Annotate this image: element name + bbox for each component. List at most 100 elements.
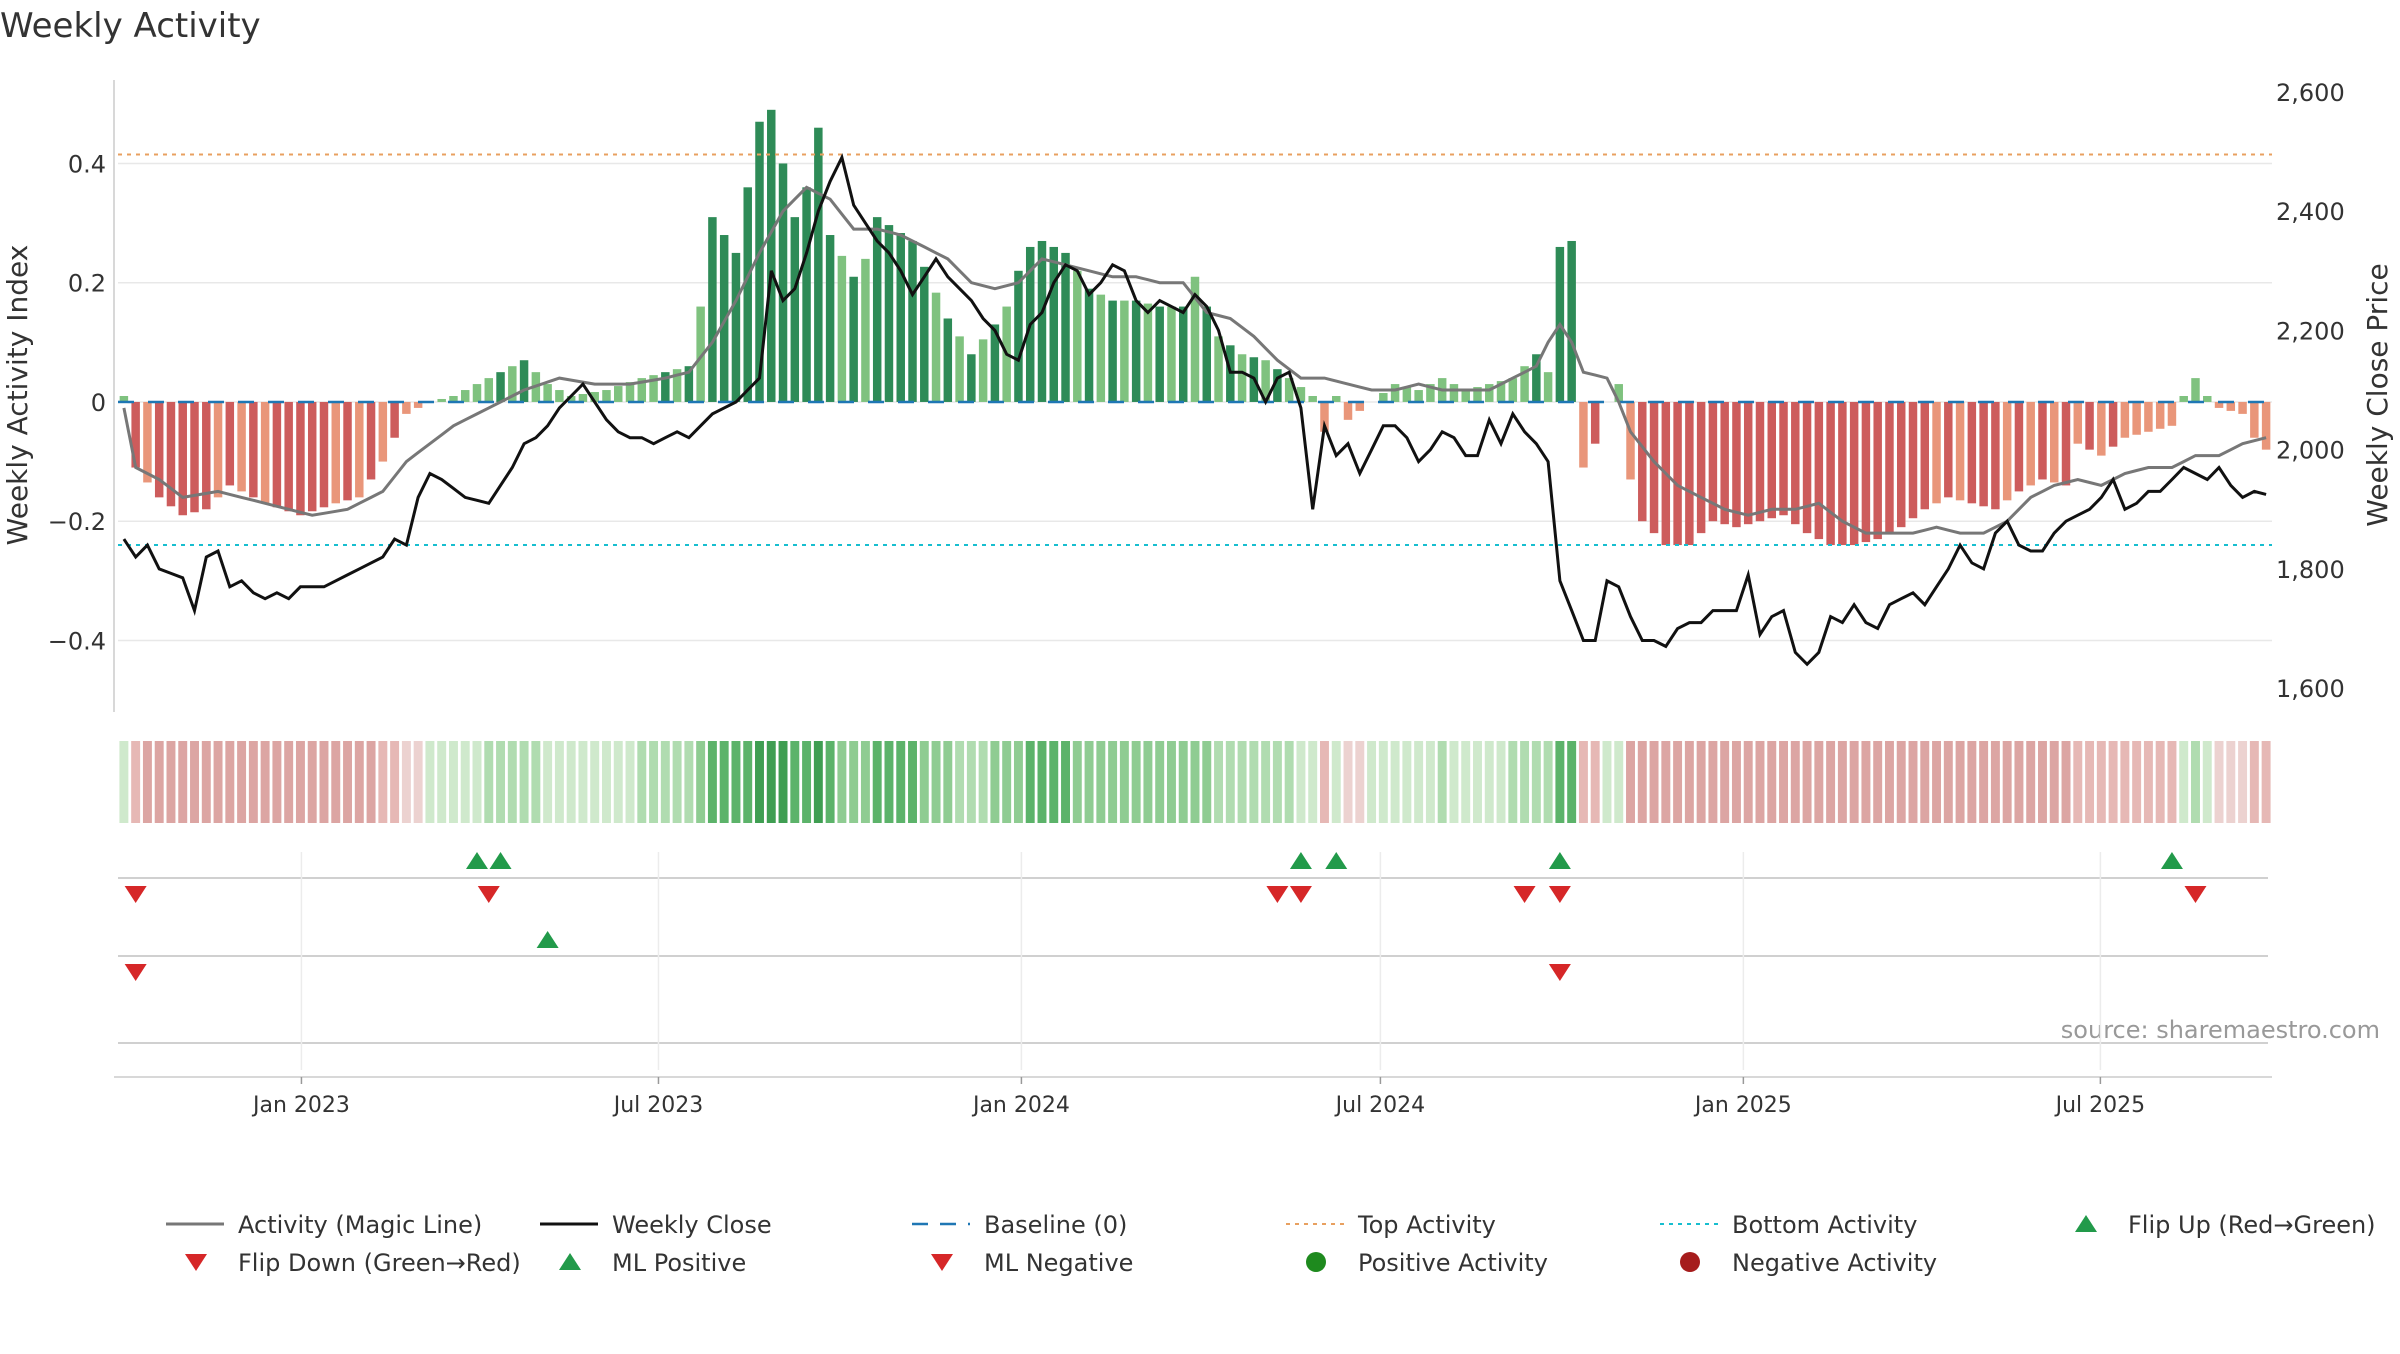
strip-cell: [1143, 741, 1153, 823]
flip-down-marker: [477, 886, 500, 903]
activity-bar: [178, 401, 187, 516]
activity-bar: [343, 401, 352, 501]
strip-cell: [1484, 741, 1494, 823]
activity-bar: [790, 217, 800, 402]
ml-negative-marker: [1548, 964, 1571, 981]
strip-cell: [896, 741, 906, 823]
strip-cell: [1272, 741, 1282, 823]
strip-cell: [637, 741, 647, 823]
strip-cell: [213, 741, 223, 823]
activity-bar: [2061, 401, 2071, 486]
activity-bar: [1673, 401, 1682, 546]
strip-cell: [331, 741, 341, 823]
strip-cell: [1731, 741, 1741, 823]
strip-cell: [1790, 741, 1800, 823]
activity-bar: [908, 240, 917, 402]
strip-cell: [1967, 741, 1977, 823]
y-axis-left-label: Weekly Activity Index: [1, 245, 34, 546]
strip-cell: [1461, 741, 1471, 823]
activity-bar: [1944, 401, 1953, 498]
activity-bar: [331, 401, 340, 504]
strip-cell: [578, 741, 588, 823]
activity-bar: [131, 401, 140, 468]
strip-cell: [201, 741, 211, 823]
activity-bar: [460, 390, 470, 402]
activity-bar: [1849, 401, 1859, 546]
strip-cell: [1190, 741, 1200, 823]
strip-cell: [484, 741, 494, 823]
strip-cell: [543, 741, 553, 823]
activity-bar: [1638, 401, 1647, 522]
strip-cell: [1602, 741, 1612, 823]
strip-cell: [1837, 741, 1847, 823]
strip-cell: [225, 741, 235, 823]
activity-bar: [284, 401, 293, 512]
activity-bar: [1461, 390, 1470, 402]
activity-bar: [555, 390, 564, 402]
activity-bar: [154, 401, 164, 498]
activity-bar: [684, 366, 694, 402]
activity-bar: [1131, 300, 1141, 402]
x-tick-label: Jul 2023: [612, 1093, 704, 1118]
legend-label: Activity (Magic Line): [238, 1211, 482, 1239]
strip-cell: [1990, 741, 2000, 823]
activity-bar: [1261, 360, 1270, 402]
strip-cell: [1567, 741, 1577, 823]
legend-swatch-triangle-up: [559, 1253, 581, 1270]
x-tick-label: Jan 2024: [971, 1093, 1070, 1118]
strip-cell: [1626, 741, 1635, 823]
strip-cell: [707, 741, 717, 823]
activity-bar: [1108, 300, 1117, 402]
strip-cell: [1673, 741, 1683, 823]
activity-bar: [355, 401, 364, 498]
activity-bar: [1120, 300, 1129, 402]
activity-bar: [672, 369, 682, 402]
strip-cell: [1661, 741, 1671, 823]
activity-bar: [1791, 401, 1800, 525]
strip-cell: [919, 741, 929, 823]
strip-cell: [1696, 741, 1706, 823]
activity-bar: [225, 401, 235, 486]
strip-cell: [2026, 741, 2036, 823]
activity-bar: [213, 401, 223, 498]
activity-bar: [2238, 401, 2247, 414]
strip-cell: [496, 741, 506, 823]
flip-down-marker: [1289, 886, 1312, 903]
strip-cell: [178, 741, 188, 823]
legend-label: Baseline (0): [984, 1211, 1127, 1239]
activity-bar: [319, 401, 329, 508]
strip-cell: [1943, 741, 1953, 823]
activity-bar: [484, 378, 494, 402]
legend-label: Flip Up (Red→Green): [2128, 1211, 2376, 1239]
activity-bar: [861, 258, 870, 402]
activity-bar: [1343, 401, 1353, 420]
x-tick-label: Jan 2023: [251, 1093, 350, 1118]
strip-cell: [1155, 741, 1165, 823]
strip-cell: [531, 741, 541, 823]
legend-item-mlpos: ML Positive: [559, 1249, 746, 1277]
flip-down-marker: [2184, 886, 2207, 903]
strip-cell: [1402, 741, 1412, 823]
activity-bar: [931, 292, 941, 402]
legend-item-magic: Activity (Magic Line): [166, 1211, 482, 1239]
strip-cell: [1061, 741, 1070, 823]
activity-bar: [519, 360, 529, 402]
activity-bar: [2191, 378, 2200, 402]
activity-bar: [296, 401, 305, 516]
activity-bar: [649, 375, 658, 402]
strip-cell: [1649, 741, 1659, 823]
strip-cell: [2049, 741, 2059, 823]
strip-cell: [790, 741, 800, 823]
left-tick-label: −0.4: [48, 627, 106, 655]
activity-bar: [496, 372, 505, 402]
strip-cell: [131, 741, 141, 823]
strip-cell: [1202, 741, 1212, 823]
strip-cell: [1308, 741, 1318, 823]
activity-bar: [1426, 384, 1435, 402]
strip-cell: [1119, 741, 1129, 823]
strip-cell: [1131, 741, 1141, 823]
strip-cell: [825, 741, 835, 823]
strip-cell: [778, 741, 788, 823]
activity-bar: [1532, 354, 1541, 402]
strip-cell: [1414, 741, 1424, 823]
